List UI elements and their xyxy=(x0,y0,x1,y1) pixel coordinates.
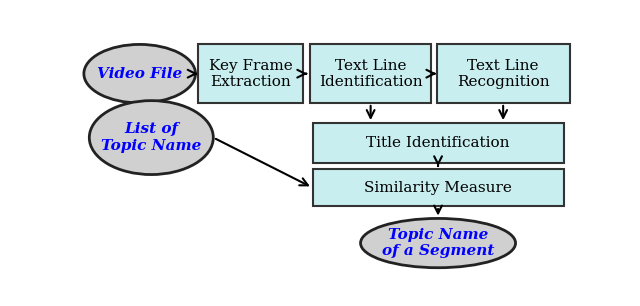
FancyBboxPatch shape xyxy=(312,169,564,206)
FancyBboxPatch shape xyxy=(198,44,303,103)
Text: Text Line
Recognition: Text Line Recognition xyxy=(457,58,550,89)
Text: Key Frame
Extraction: Key Frame Extraction xyxy=(209,58,292,89)
FancyBboxPatch shape xyxy=(436,44,570,103)
Ellipse shape xyxy=(90,101,213,174)
Text: Title Identification: Title Identification xyxy=(366,136,510,150)
Ellipse shape xyxy=(360,218,516,268)
Text: Topic Name
of a Segment: Topic Name of a Segment xyxy=(382,228,494,258)
FancyBboxPatch shape xyxy=(310,44,431,103)
Text: Text Line
Identification: Text Line Identification xyxy=(319,58,422,89)
Ellipse shape xyxy=(84,44,195,103)
FancyBboxPatch shape xyxy=(312,123,564,163)
Text: List of
Topic Name: List of Topic Name xyxy=(101,122,202,153)
Text: Similarity Measure: Similarity Measure xyxy=(364,181,512,195)
Text: Video File: Video File xyxy=(97,67,182,81)
